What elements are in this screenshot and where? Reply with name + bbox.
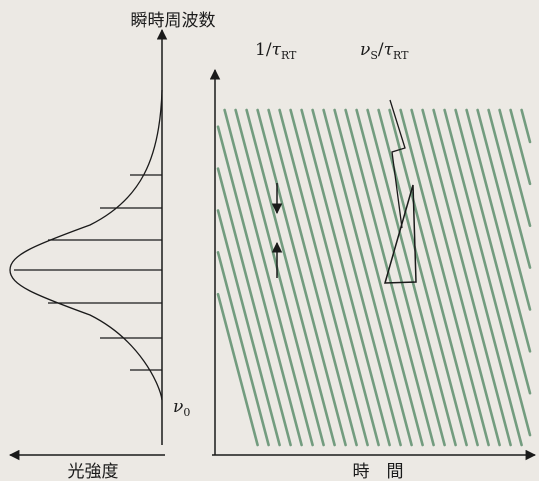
sweep-line [520, 108, 532, 144]
comb-spacing-label: 1/τRT [255, 40, 297, 62]
sweep-rate-label: νS/τRT [360, 40, 409, 62]
sweep-line [454, 108, 532, 395]
slope-leader-line [389, 99, 406, 229]
sweep-line [509, 108, 532, 186]
sweep-line [216, 125, 303, 447]
sweep-line [267, 108, 358, 447]
sweep-line [366, 108, 457, 447]
slope-triangle [383, 184, 417, 284]
sweep-line [245, 108, 336, 447]
sweep-line [256, 108, 347, 447]
sweep-line [311, 108, 402, 447]
time-panel-axes [209, 68, 537, 461]
intensity-axis-label: 光強度 [68, 462, 119, 481]
sweep-line [300, 108, 391, 447]
sweep-line [333, 108, 424, 447]
sweep-line [216, 251, 270, 447]
spectrum-panel [8, 28, 168, 461]
sweep-line [355, 108, 446, 447]
frequency-sweep-lines [216, 108, 532, 447]
sweep-line [223, 108, 314, 447]
sweep-line [344, 108, 435, 447]
carrier-frequency-label: ν0 [173, 397, 190, 419]
frequency-axis-label: 瞬時周波数 [131, 11, 216, 31]
sweep-line [432, 108, 523, 447]
sweep-line [289, 108, 380, 447]
sweep-line [216, 292, 259, 447]
sweep-line [234, 108, 325, 447]
sweep-line [410, 108, 501, 447]
sweep-line [498, 108, 532, 228]
slope-indicator [383, 99, 417, 284]
sweep-line [216, 167, 292, 447]
sweep-line [388, 108, 479, 447]
sweep-line [476, 108, 532, 311]
time-axis-label: 時 間 [353, 462, 404, 481]
sweep-line [421, 108, 512, 447]
sweep-line [322, 108, 413, 447]
sweep-line [443, 108, 532, 437]
sweep-line [377, 108, 468, 447]
spectrum-comb-lines [14, 174, 162, 371]
spectrum-envelope [9, 89, 163, 401]
sweep-line [487, 108, 532, 269]
sweep-line [399, 108, 490, 447]
sweep-line [465, 108, 532, 353]
sweep-line [216, 209, 281, 447]
sweep-line [278, 108, 369, 447]
